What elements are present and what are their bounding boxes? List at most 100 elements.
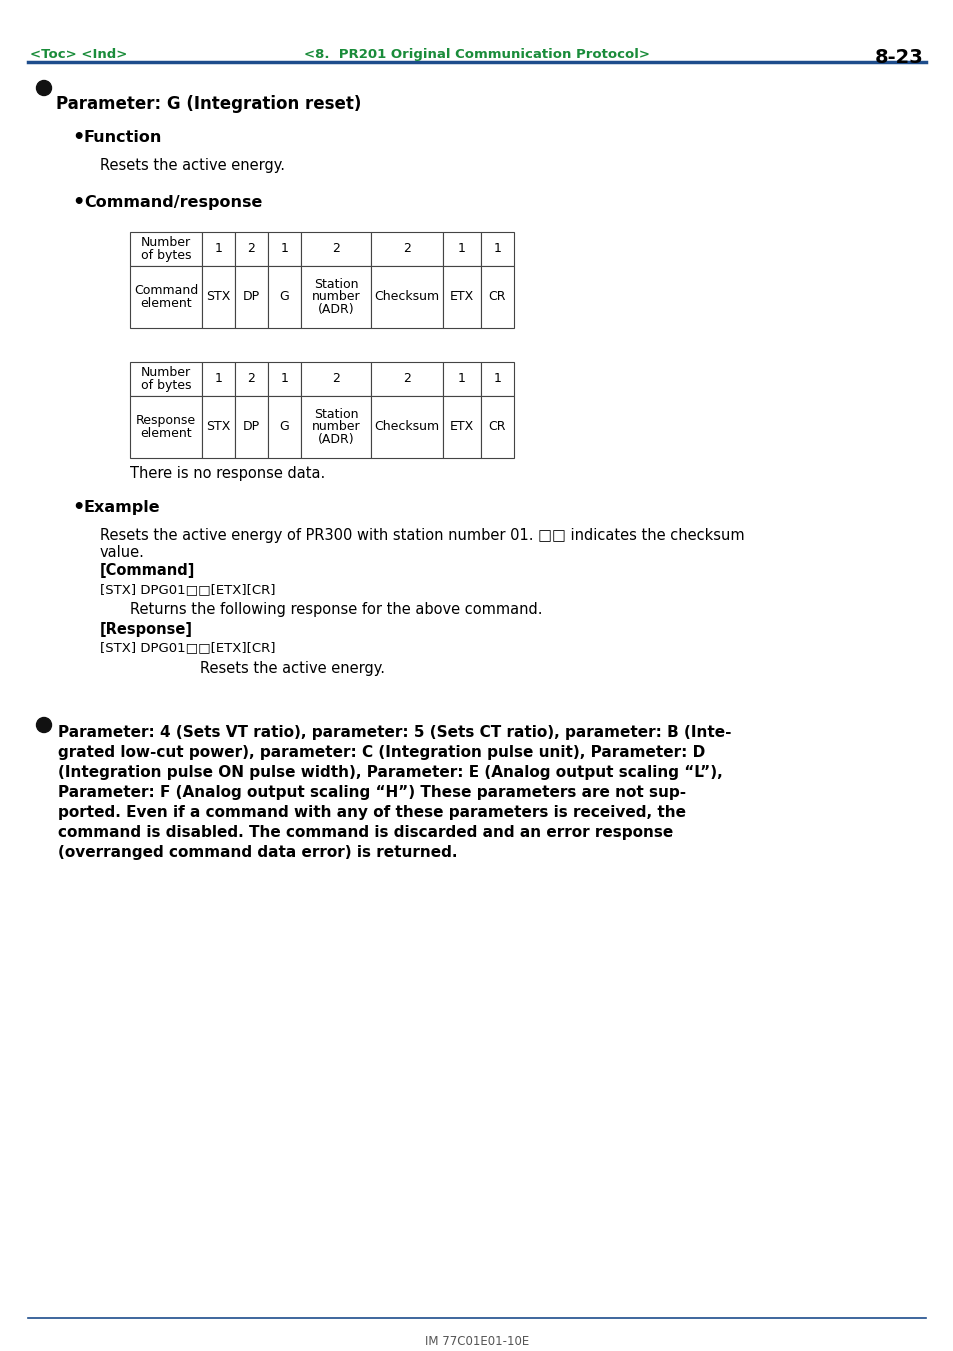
Text: Resets the active energy.: Resets the active energy. [200,661,385,676]
Bar [268,362,301,396]
Text: Station: Station [314,277,358,290]
Text: Number: Number [141,366,191,380]
Text: Returns the following response for the above command.: Returns the following response for the a… [130,603,542,617]
Text: Parameter: F (Analog output scaling “H”) These parameters are not sup-: Parameter: F (Analog output scaling “H”)… [58,785,685,800]
Text: DP: DP [243,290,260,304]
Bar [234,362,268,396]
Text: STX: STX [206,290,231,304]
Text: ETX: ETX [450,420,474,434]
Bar [234,266,268,328]
Text: <8.  PR201 Original Communication Protocol>: <8. PR201 Original Communication Protoco… [304,49,649,61]
Bar [234,232,268,266]
Text: of bytes: of bytes [141,380,191,392]
Bar [480,266,514,328]
Bar [202,396,234,458]
Text: element: element [140,297,192,309]
Text: 1: 1 [493,373,501,385]
Bar [301,396,371,458]
Text: (ADR): (ADR) [317,434,354,446]
Text: (overranged command data error) is returned.: (overranged command data error) is retur… [58,844,457,861]
Bar [442,232,480,266]
Bar [371,396,442,458]
Bar [130,362,202,396]
Text: Parameter: G (Integration reset): Parameter: G (Integration reset) [56,95,361,113]
Bar [301,362,371,396]
Text: (ADR): (ADR) [317,304,354,316]
Bar [130,266,202,328]
Text: 2: 2 [332,373,339,385]
Text: [STX] DPG01□□[ETX][CR]: [STX] DPG01□□[ETX][CR] [100,584,275,596]
Text: 2: 2 [247,242,255,255]
Bar [234,396,268,458]
Text: G: G [279,420,289,434]
Text: •: • [71,128,84,147]
Text: 2: 2 [402,242,411,255]
Bar [301,266,371,328]
Text: 2: 2 [332,242,339,255]
Bar [442,396,480,458]
Text: Resets the active energy of PR300 with station number 01. □□ indicates the check: Resets the active energy of PR300 with s… [100,528,744,561]
Bar [268,266,301,328]
Text: There is no response data.: There is no response data. [130,466,325,481]
Bar [130,396,202,458]
Text: 1: 1 [214,242,222,255]
Text: STX: STX [206,420,231,434]
Text: Station: Station [314,408,358,420]
Text: CR: CR [488,290,506,304]
Text: •: • [71,499,84,517]
Text: CR: CR [488,420,506,434]
Text: Command: Command [133,284,198,297]
Bar [202,362,234,396]
Text: Example: Example [84,500,160,515]
Text: 2: 2 [247,373,255,385]
Text: 8-23: 8-23 [874,49,923,68]
Text: (Integration pulse ON pulse width), Parameter: E (Analog output scaling “L”),: (Integration pulse ON pulse width), Para… [58,765,722,780]
Bar [202,266,234,328]
Text: Resets the active energy.: Resets the active energy. [100,158,285,173]
Bar [480,232,514,266]
Text: IM 77C01E01-10E: IM 77C01E01-10E [424,1335,529,1348]
Text: DP: DP [243,420,260,434]
Text: command is disabled. The command is discarded and an error response: command is disabled. The command is disc… [58,825,673,840]
Bar [268,396,301,458]
Text: [Response]: [Response] [100,621,193,638]
Text: number: number [312,290,360,304]
Text: grated low-cut power), parameter: C (Integration pulse unit), Parameter: D: grated low-cut power), parameter: C (Int… [58,744,704,761]
Bar [442,362,480,396]
Text: Function: Function [84,130,162,145]
Bar [301,232,371,266]
Bar [202,232,234,266]
Text: Parameter: 4 (Sets VT ratio), parameter: 5 (Sets CT ratio), parameter: B (Inte-: Parameter: 4 (Sets VT ratio), parameter:… [58,725,731,740]
Circle shape [36,717,51,732]
Bar [480,362,514,396]
Text: ported. Even if a command with any of these parameters is received, the: ported. Even if a command with any of th… [58,805,685,820]
Text: of bytes: of bytes [141,249,191,262]
Text: 1: 1 [214,373,222,385]
Text: element: element [140,427,192,440]
Bar [480,396,514,458]
Text: Number: Number [141,236,191,249]
Bar [268,232,301,266]
Text: 1: 1 [493,242,501,255]
Text: 1: 1 [280,242,288,255]
Text: 1: 1 [457,242,465,255]
Bar [371,266,442,328]
Circle shape [36,81,51,96]
Text: Command/response: Command/response [84,195,262,209]
Text: ETX: ETX [450,290,474,304]
Text: <Toc> <Ind>: <Toc> <Ind> [30,49,128,61]
Text: [STX] DPG01□□[ETX][CR]: [STX] DPG01□□[ETX][CR] [100,640,275,654]
Bar [371,232,442,266]
Text: Checksum: Checksum [374,420,439,434]
Text: [Command]: [Command] [100,563,195,578]
Text: G: G [279,290,289,304]
Text: Response: Response [135,413,196,427]
Text: 1: 1 [457,373,465,385]
Bar [371,362,442,396]
Bar [130,232,202,266]
Bar [442,266,480,328]
Text: Checksum: Checksum [374,290,439,304]
Text: 2: 2 [402,373,411,385]
Text: number: number [312,420,360,434]
Text: 1: 1 [280,373,288,385]
